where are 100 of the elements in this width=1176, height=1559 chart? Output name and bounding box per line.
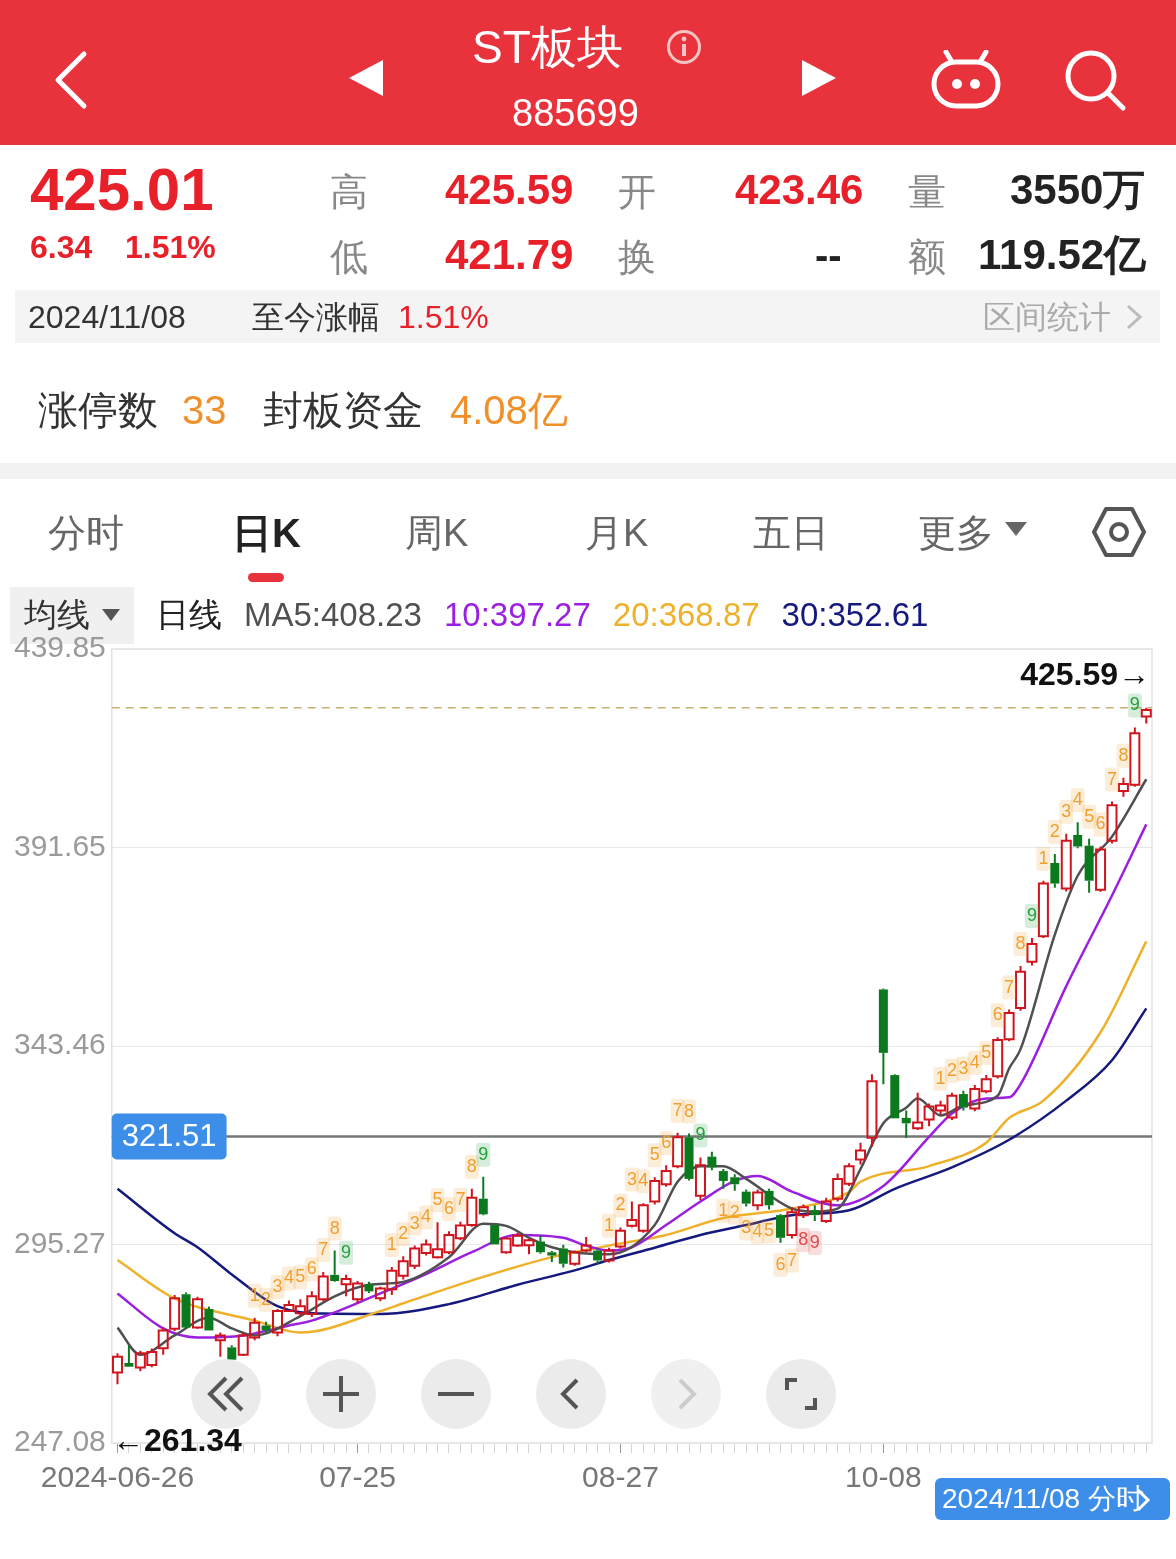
annotation: 3: [409, 1212, 420, 1233]
annotation: 1: [386, 1234, 397, 1255]
text: 2024/11/08 分时: [942, 1483, 1144, 1514]
annotation: 8: [329, 1217, 340, 1238]
annotation: 6: [992, 1004, 1003, 1025]
x-tick-label: 10-08: [845, 1460, 922, 1494]
ref-line-label: 425.59→: [1020, 655, 1150, 692]
annotation: 2: [946, 1059, 957, 1080]
annotation: 8: [798, 1228, 809, 1249]
annotation: 1: [1038, 847, 1049, 868]
candlestick: [111, 1352, 123, 1386]
x-tick-label: 07-25: [319, 1460, 396, 1494]
text: 月K: [585, 512, 649, 554]
text: 周K: [405, 512, 469, 554]
text: 119.52亿: [978, 231, 1147, 278]
annotation: 4: [752, 1221, 763, 1242]
annotation: 9: [1026, 904, 1037, 925]
text: 日K: [232, 511, 301, 555]
annotation: 9: [478, 1143, 489, 1164]
annotation: 1: [935, 1067, 946, 1088]
text: 量: [908, 171, 946, 213]
annotation: 1: [604, 1214, 615, 1235]
text: 低: [330, 236, 368, 278]
annotation: 6: [306, 1258, 317, 1279]
text: 高: [330, 171, 368, 213]
x-tick-label: 08-27: [582, 1460, 659, 1494]
candlestick: [364, 1280, 374, 1294]
candlestick: [478, 1175, 488, 1215]
y-tick-label: 295.27: [13, 1225, 106, 1259]
text: 封板资金: [263, 388, 423, 432]
text: MA5:408.23: [244, 596, 422, 634]
annotation: 7: [1004, 976, 1015, 997]
annotation: 5: [432, 1189, 443, 1210]
text: 421.79: [445, 231, 574, 278]
text: 10:397.27: [443, 596, 591, 634]
annotation: 5: [1084, 805, 1095, 826]
text: 6.34: [30, 229, 93, 265]
annotation: 5: [295, 1266, 306, 1287]
candlestick: [1084, 837, 1094, 894]
text: 2024/11/08: [28, 299, 186, 335]
annotation: 6: [1095, 813, 1106, 834]
annotation: 3: [1061, 800, 1072, 821]
candlestick: [1050, 852, 1060, 889]
candlestick: [124, 1344, 134, 1367]
text: 20:368.87: [612, 596, 760, 634]
annotation: 4: [638, 1170, 649, 1191]
candlestick: [901, 1109, 911, 1140]
y-tick-label: 391.65: [13, 828, 106, 862]
annotation: 9: [1129, 694, 1140, 715]
annotation: 8: [1118, 744, 1129, 765]
annotation: 7: [1106, 768, 1117, 789]
candlestick: [684, 1132, 694, 1182]
candlestick: [330, 1249, 340, 1282]
text: 30:352.61: [781, 596, 929, 634]
candlestick: [1073, 821, 1083, 850]
text: 至今涨幅: [252, 299, 380, 335]
text: 更多: [918, 512, 994, 554]
candlestick: [214, 1331, 226, 1358]
text: 425.01: [30, 156, 214, 223]
x-tick-label: 2024-06-26: [40, 1460, 195, 1494]
annotation: 6: [775, 1253, 786, 1274]
annotation: ←261.34: [112, 1422, 242, 1458]
text: 1.51%: [398, 299, 489, 335]
text: 额: [908, 236, 946, 278]
ref-line-label: 321.51: [121, 1117, 217, 1153]
text: 4.08亿: [450, 388, 568, 432]
chart-title: ST板块: [472, 21, 623, 73]
annotation: 4: [1072, 789, 1083, 810]
annotation: 5: [764, 1220, 775, 1241]
text: 1.51%: [125, 229, 216, 265]
text: 3550万: [1010, 166, 1146, 213]
candlestick: [810, 1204, 820, 1222]
text: 开: [618, 171, 656, 213]
annotation: 7: [455, 1188, 466, 1209]
annotation: 2: [398, 1223, 409, 1244]
annotation: 7: [672, 1099, 683, 1120]
y-tick-label: 247.08: [13, 1424, 106, 1458]
text: 425.59: [445, 166, 574, 213]
y-tick-label: 343.46: [13, 1027, 106, 1061]
candlestick: [614, 1226, 626, 1250]
text: --: [815, 233, 842, 277]
annotation: 1: [718, 1199, 729, 1220]
annotation: 2: [615, 1194, 626, 1215]
text: 区间统计: [983, 299, 1111, 335]
line-series: [116, 1007, 1148, 1316]
candlestick: [718, 1168, 728, 1190]
annotation: 6: [443, 1198, 454, 1219]
annotation: 4: [421, 1206, 432, 1227]
text: 分时: [48, 512, 124, 554]
annotation: 4: [283, 1267, 294, 1288]
annotation: 3: [272, 1276, 283, 1297]
annotation: 5: [981, 1042, 992, 1063]
candlestick: [912, 1091, 924, 1131]
chart-subtitle: 885699: [512, 92, 639, 134]
text: 五日: [753, 512, 829, 554]
annotation: 8: [466, 1155, 477, 1176]
candlestick: [535, 1234, 545, 1255]
text: 涨停数: [38, 388, 158, 432]
annotation: 8: [1015, 932, 1026, 953]
text: 33: [182, 388, 227, 432]
